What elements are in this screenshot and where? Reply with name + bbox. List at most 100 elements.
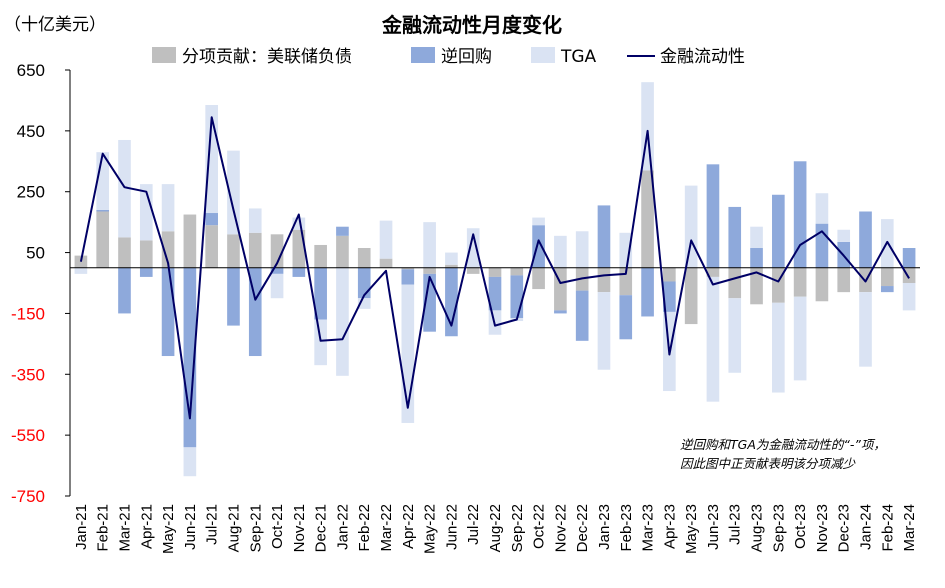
x-tick-label: May-21 [160, 504, 177, 554]
reverse-repo-bar [880, 286, 894, 293]
y-tick-label: 250 [17, 183, 45, 202]
fed-debt-bar [314, 244, 327, 268]
fed-debt-bar [880, 267, 894, 287]
legend-label-fed-debt: 分项贡献：美联储负债 [182, 47, 352, 67]
x-tick-label: Jan-23 [596, 504, 613, 550]
y-tick-label: -150 [11, 304, 45, 323]
fed-debt-bar [750, 267, 763, 305]
tga-bar [336, 267, 349, 376]
fed-debt-bar [532, 267, 545, 290]
fed-debt-bar [118, 237, 131, 268]
reverse-repo-bar [728, 206, 742, 268]
unit-label: （十亿美元） [4, 15, 106, 35]
y-tick-label: -550 [11, 426, 45, 445]
x-tick-label: Jul-22 [465, 504, 482, 545]
legend-label-liquidity: 金融流动性 [660, 47, 745, 67]
x-tick-label: Oct-21 [269, 504, 286, 549]
x-tick-label: Feb-21 [95, 504, 112, 552]
tga-bar [139, 184, 153, 241]
tga-bar [423, 222, 436, 268]
tga-bar [902, 283, 916, 311]
tga-bar [793, 296, 807, 381]
reverse-repo-bar [96, 209, 110, 212]
reverse-repo-bar [859, 211, 872, 268]
fed-debt-bar [183, 214, 197, 268]
x-tick-label: Jun-22 [443, 504, 460, 550]
fed-debt-bar [488, 267, 502, 277]
reverse-repo-bar [750, 248, 763, 268]
chart-title: 金融流动性月度变化 [381, 13, 562, 37]
legend-swatch-fed-debt [152, 47, 176, 63]
x-tick-label: Sep-21 [247, 504, 264, 552]
tga-bar [357, 298, 371, 309]
fed-debt-bar [641, 170, 654, 268]
x-tick-label: Apr-23 [661, 504, 678, 549]
x-tick-label: Aug-22 [487, 504, 504, 552]
reverse-repo-bar [532, 225, 545, 268]
reverse-repo-bar [423, 273, 436, 332]
y-tick-label: -750 [11, 487, 45, 506]
reverse-repo-bar [336, 226, 349, 236]
fed-debt-bar [74, 255, 88, 268]
fed-debt-bar [379, 258, 393, 268]
reverse-repo-bar [118, 267, 131, 314]
fed-debt-bar [248, 232, 262, 268]
x-tick-label: Jan-24 [858, 504, 875, 550]
x-tick-label: Aug-23 [749, 504, 766, 552]
tga-bar [227, 150, 240, 235]
fed-debt-bar [728, 267, 742, 299]
tga-bar [837, 229, 851, 242]
x-tick-label: Jan-22 [334, 504, 351, 550]
tga-bar [750, 226, 763, 249]
reverse-repo-bar [575, 290, 589, 341]
fed-debt-bar [663, 267, 676, 282]
legend-swatch-reverse-repo [411, 47, 435, 63]
x-tick-label: Feb-22 [356, 504, 373, 552]
y-tick-label: -350 [11, 365, 45, 384]
fed-debt-bar [510, 267, 524, 276]
fed-debt-bar [357, 248, 371, 268]
reverse-repo-bar [161, 267, 175, 357]
note: 逆回购和TGA为金融流动性的“-”项， 因此图中正贡献表明该分项减少 [680, 437, 886, 471]
fed-debt-bar [684, 267, 698, 325]
fed-debt-bar [401, 267, 415, 270]
fed-debt-bar [423, 267, 436, 274]
x-tick-label: Jan-21 [73, 504, 90, 550]
tga-bar [314, 319, 327, 366]
tga-bar [684, 185, 698, 268]
reverse-repo-bar [357, 267, 371, 299]
tga-bar [815, 193, 829, 224]
x-tick-label: Jun-23 [705, 504, 722, 550]
reverse-repo-bar [815, 223, 829, 268]
x-tick-label: Mar-24 [901, 504, 918, 552]
x-tick-label: Nov-23 [814, 504, 831, 552]
x-tick-label: Mar-21 [116, 504, 133, 552]
x-tick-label: Mar-23 [640, 504, 657, 552]
tga-bar [183, 447, 197, 477]
reverse-repo-bar [706, 164, 720, 268]
fed-debt-bar [597, 267, 611, 293]
reverse-repo-bar [314, 267, 327, 320]
fed-debt-bar [96, 211, 110, 268]
x-tick-label: Dec-21 [313, 504, 330, 552]
x-tick-label: Apr-21 [138, 504, 155, 549]
reverse-repo-bar [597, 205, 611, 268]
reverse-repo-bar [772, 194, 785, 268]
x-tick-label: Feb-23 [618, 504, 635, 552]
reverse-repo-bar [510, 275, 524, 318]
x-tick-label: Sep-23 [770, 504, 787, 552]
x-tick-label: May-23 [683, 504, 700, 554]
tga-bar [532, 217, 545, 226]
fed-debt-bar [706, 267, 720, 277]
tga-bar [379, 220, 393, 259]
legend: 分项贡献：美联储负债 逆回购 TGA 金融流动性 [152, 47, 745, 67]
x-tick-label: Nov-21 [291, 504, 308, 552]
legend-swatch-tga [531, 47, 555, 63]
tga-bar [445, 252, 458, 265]
note-line-2: 因此图中正贡献表明该分项减少 [680, 456, 857, 471]
tga-bar [270, 273, 284, 299]
x-tick-label: May-22 [422, 504, 439, 554]
reverse-repo-bar [793, 161, 807, 268]
y-tick-label: 50 [26, 244, 45, 263]
